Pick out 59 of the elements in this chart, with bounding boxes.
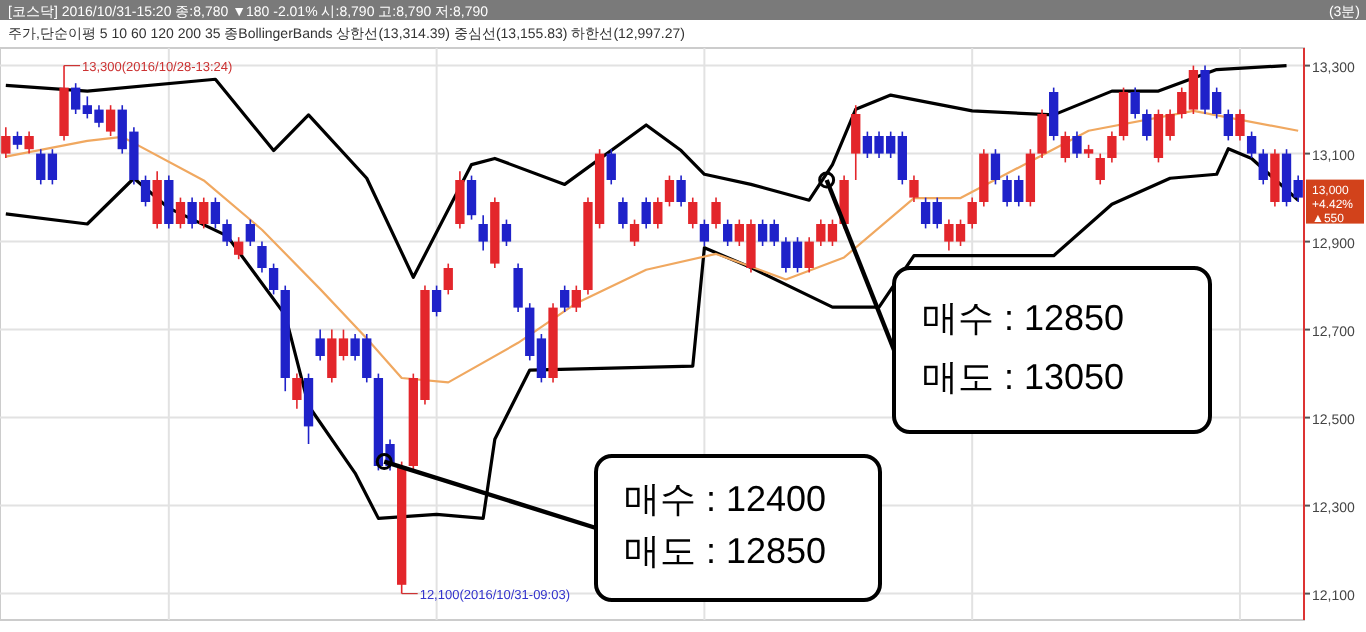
candlestick xyxy=(222,218,232,247)
candlestick xyxy=(1235,108,1245,142)
candlestick xyxy=(199,196,209,230)
candlestick xyxy=(164,174,174,230)
candlestick xyxy=(443,262,453,296)
candlestick xyxy=(431,284,442,318)
candlestick xyxy=(455,170,465,230)
candlestick xyxy=(513,262,523,313)
candlestick xyxy=(1,126,11,159)
candlestick xyxy=(699,218,710,247)
candlestick xyxy=(152,170,162,230)
candlestick xyxy=(1049,86,1059,142)
candlestick xyxy=(501,218,512,247)
candlestick xyxy=(1118,86,1129,142)
annotation: 매수 : 12400 매도 : 12850 xyxy=(624,478,827,571)
candlestick xyxy=(245,218,255,247)
candlestick xyxy=(140,174,151,208)
candlestick xyxy=(851,104,861,181)
candlestick xyxy=(723,218,733,247)
candlestick xyxy=(292,372,302,410)
candlestick xyxy=(1142,108,1152,142)
candlestick xyxy=(606,148,616,186)
candlestick xyxy=(315,328,325,362)
candlestick xyxy=(804,236,814,274)
candlestick xyxy=(1246,130,1257,159)
candlestick xyxy=(664,174,675,208)
candlestick xyxy=(1258,148,1268,186)
candlestick xyxy=(909,174,919,203)
line-series xyxy=(4,63,1289,279)
candlestick xyxy=(711,196,721,230)
annotation: 매수 : 12850 매도 : 13050 xyxy=(922,298,1125,398)
candlestick xyxy=(1107,130,1117,164)
candlestick xyxy=(234,236,244,260)
candlestick xyxy=(268,262,279,296)
candlestick xyxy=(1060,130,1070,164)
candlestick xyxy=(1130,86,1140,120)
line-series xyxy=(4,147,1300,520)
candlestick xyxy=(629,218,640,247)
candlestick xyxy=(1223,108,1233,142)
candlestick xyxy=(688,196,698,230)
candlestick xyxy=(676,174,686,208)
candlestick xyxy=(466,174,477,221)
candlestick xyxy=(210,196,221,230)
candlestick xyxy=(1072,130,1082,159)
candlestick xyxy=(618,196,628,230)
candlestick xyxy=(478,214,488,252)
candlestick xyxy=(641,196,651,230)
candlestick xyxy=(967,196,977,230)
candlestick xyxy=(560,284,570,313)
candlestick xyxy=(187,196,197,230)
candlestick xyxy=(175,196,186,230)
candlestick xyxy=(990,148,1001,186)
candlestick xyxy=(1037,108,1047,159)
candlestick xyxy=(571,284,581,313)
candlestick xyxy=(24,130,34,155)
candlestick xyxy=(257,240,267,274)
candlestick xyxy=(1095,152,1105,186)
candlestick xyxy=(105,104,116,137)
candlestick xyxy=(653,196,663,230)
